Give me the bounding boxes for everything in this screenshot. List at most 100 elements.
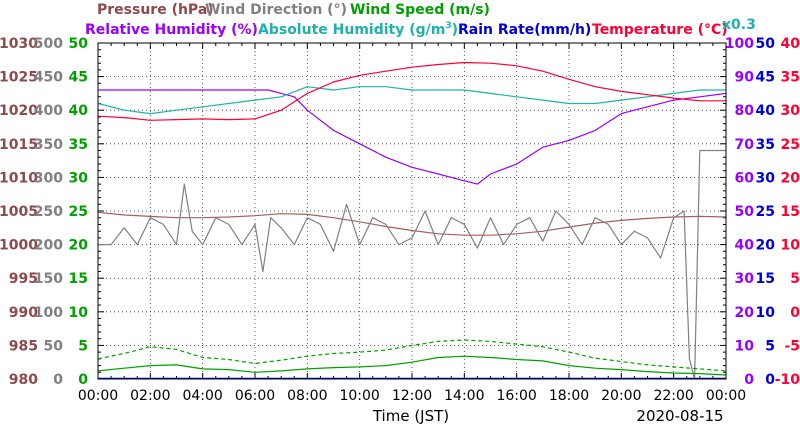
y-tick-label-wind-dir: 0: [53, 372, 63, 388]
y-tick-label-pressure: 985: [9, 338, 38, 354]
x-tick-label: 18:00: [549, 388, 589, 404]
y-tick-label-temp: -5: [784, 338, 800, 354]
y-tick-label-rain: 15: [756, 271, 775, 287]
header-titles: Pressure (hPa) Wind Direction (°) Wind S…: [85, 2, 756, 38]
y-tick-label-wind-speed: 30: [69, 170, 89, 186]
title-absolute-humidity: Absolute Humidity (g/m3): [258, 21, 458, 38]
series-wind-direction: [98, 149, 726, 380]
y-tick-label-wind-dir: 500: [34, 36, 63, 52]
y-tick-label-wind-dir: 100: [34, 305, 63, 321]
series-wind-speed-gust: [97, 339, 727, 372]
y-tick-label-wind-speed: 45: [69, 70, 88, 86]
y-tick-label-rain: 45: [756, 70, 775, 86]
y-tick-label-pressure: 1005: [0, 204, 38, 220]
y-tick-label-pressure: 1030: [0, 36, 38, 52]
y-tick-label-temp: 40: [781, 36, 800, 52]
y-tick-label-temp: -10: [775, 372, 800, 388]
y-tick-label-rain: 35: [756, 137, 775, 153]
x-tick-label: 14:00: [444, 388, 484, 404]
y-tick-label-wind-speed: 0: [78, 372, 88, 388]
y-tick-label-temp: 30: [781, 103, 800, 119]
y-tick-label-rain: 40: [756, 103, 776, 119]
y-tick-label-wind-dir: 150: [34, 271, 63, 287]
y-tick-label-rh: 0: [744, 372, 754, 388]
x-axis-label: Time (JST): [372, 407, 449, 425]
y-tick-label-rh: 10: [735, 338, 755, 354]
y-tick-label-rain: 0: [765, 372, 775, 388]
y-tick-label-pressure: 1015: [0, 137, 38, 153]
series-absolute-humidity: [97, 86, 726, 115]
y-tick-label-pressure: 1000: [0, 238, 38, 254]
y-tick-label-rain: 25: [756, 204, 775, 220]
y-tick-label-wind-dir: 50: [44, 338, 64, 354]
y-tick-label-rh: 60: [735, 170, 755, 186]
title-ah-scale: x0.3: [722, 17, 756, 33]
y-tick-label-pressure: 980: [9, 372, 38, 388]
x-tick-label: 04:00: [182, 388, 222, 404]
x-tick-label: 00:00: [706, 388, 746, 404]
y-tick-label-pressure: 990: [9, 305, 38, 321]
plot-series: [97, 61, 727, 380]
y-tick-label-rain: 10: [756, 305, 776, 321]
y-tick-label-wind-speed: 25: [69, 204, 88, 220]
y-tick-label-rh: 70: [735, 137, 755, 153]
series-temperature: [97, 61, 726, 121]
y-tick-label-temp: 0: [790, 305, 800, 321]
y-tick-label-rain: 20: [756, 238, 776, 254]
date-label: 2020-08-15: [636, 407, 723, 425]
y-tick-label-wind-dir: 300: [34, 170, 63, 186]
y-tick-label-rain: 30: [756, 170, 776, 186]
series-wind-speed-avg: [97, 355, 727, 376]
title-pressure: Pressure (hPa): [97, 2, 214, 18]
y-tick-label-wind-dir: 350: [34, 137, 63, 153]
y-tick-label-wind-speed: 5: [78, 338, 88, 354]
y-tick-label-wind-speed: 10: [69, 305, 89, 321]
y-tick-label-pressure: 1010: [0, 170, 38, 186]
x-tick-label: 00:00: [78, 388, 118, 404]
x-tick-label: 08:00: [287, 388, 327, 404]
y-tick-label-wind-dir: 250: [34, 204, 63, 220]
y-tick-label-rh: 30: [735, 271, 755, 287]
y-tick-label-wind-dir: 400: [34, 103, 63, 119]
y-tick-label-rain: 5: [765, 338, 775, 354]
series-pressure: [97, 211, 727, 236]
y-tick-label-wind-speed: 50: [69, 36, 89, 52]
title-wind-direction: Wind Direction (°): [205, 2, 347, 18]
y-tick-label-pressure: 995: [9, 271, 38, 287]
title-temperature: Temperature (°C): [592, 22, 728, 38]
y-tick-label-wind-speed: 35: [69, 137, 88, 153]
y-tick-label-wind-speed: 15: [69, 271, 88, 287]
grid: [97, 42, 727, 380]
x-tick-label: 20:00: [601, 388, 641, 404]
y-tick-label-temp: 25: [781, 137, 800, 153]
series-relative-humidity: [98, 89, 727, 185]
y-tick-label-temp: 15: [781, 204, 800, 220]
left-axes: 1030102510201015101010051000995990985980…: [0, 36, 88, 388]
y-tick-label-wind-speed: 40: [69, 103, 89, 119]
y-tick-label-temp: 10: [781, 238, 800, 254]
x-tick-label: 10:00: [339, 388, 379, 404]
y-tick-label-temp: 20: [781, 170, 800, 186]
y-tick-label-rh: 80: [735, 103, 755, 119]
x-tick-label: 06:00: [235, 388, 275, 404]
x-tick-label: 02:00: [130, 388, 170, 404]
y-tick-label-rh: 40: [735, 238, 755, 254]
y-tick-label-rh: 20: [735, 305, 755, 321]
y-tick-label-wind-speed: 20: [69, 238, 89, 254]
x-axis: 00:00 02:00 04:00 06:00 08:00 10:00 12:00 14:00…: [78, 388, 746, 404]
y-tick-label-rh: 90: [735, 70, 755, 86]
title-rain-rate: Rain Rate(mm/h): [458, 22, 591, 38]
x-tick-label: 12:00: [392, 388, 432, 404]
x-tick-label: 16:00: [496, 388, 536, 404]
y-tick-label-pressure: 1020: [0, 103, 38, 119]
y-tick-label-wind-dir: 200: [34, 238, 63, 254]
y-tick-label-rain: 50: [756, 36, 776, 52]
y-tick-label-temp: 5: [790, 271, 800, 287]
title-relative-humidity: Relative Humidity (%): [85, 22, 258, 38]
y-tick-label-temp: 35: [781, 70, 800, 86]
y-tick-label-rh: 100: [725, 36, 754, 52]
y-tick-label-pressure: 1025: [0, 70, 38, 86]
y-tick-label-rh: 50: [735, 204, 755, 220]
right-axes: 1009080706050403020100504540353025201510…: [725, 36, 800, 388]
